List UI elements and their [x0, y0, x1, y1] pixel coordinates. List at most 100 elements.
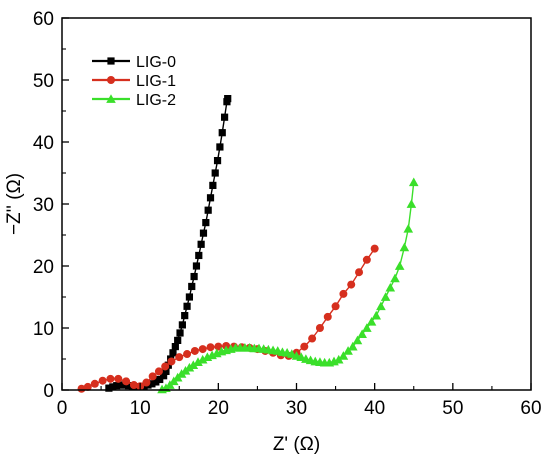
data-point — [206, 194, 215, 202]
x-tick-label: 40 — [364, 398, 385, 419]
data-point — [206, 343, 215, 352]
data-point — [171, 343, 179, 351]
y-tick-label: 40 — [33, 133, 54, 154]
data-point — [83, 382, 92, 391]
x-axis-title: Z' (Ω) — [273, 434, 320, 455]
data-point — [399, 242, 410, 252]
y-tick-label: 0 — [43, 381, 54, 402]
data-point — [211, 169, 219, 177]
legend-label: LIG-1 — [136, 73, 176, 90]
data-point — [224, 95, 232, 103]
data-point — [197, 354, 208, 364]
data-point — [198, 345, 207, 354]
data-point — [355, 268, 364, 277]
data-point — [216, 143, 224, 151]
data-point — [174, 336, 182, 344]
data-point — [142, 378, 151, 387]
data-point — [323, 312, 332, 321]
data-point — [315, 324, 324, 332]
data-point — [152, 378, 160, 386]
data-point — [406, 199, 417, 208]
axis-ticks: 0 10 20 30 40 50 60 0 10 20 30 40 50 60 — [33, 9, 542, 419]
data-point — [370, 244, 379, 253]
legend: LIG-0 LIG-1 LIG-2 — [92, 54, 176, 109]
data-point — [184, 362, 195, 372]
data-point — [403, 224, 414, 233]
data-point — [105, 384, 113, 392]
data-point — [113, 382, 121, 390]
y-tick-label: 50 — [33, 71, 54, 92]
data-point — [154, 367, 163, 376]
x-tick-label: 0 — [57, 398, 68, 419]
data-point — [181, 312, 189, 320]
data-point — [162, 367, 170, 375]
data-point — [362, 255, 371, 264]
x-tick-label: 50 — [442, 398, 463, 419]
data-point — [339, 289, 348, 298]
data-point — [98, 376, 107, 385]
data-point — [385, 282, 396, 292]
data-point — [202, 219, 210, 227]
data-point — [376, 301, 386, 311]
series-lig-1 — [77, 244, 379, 393]
data-point — [192, 262, 201, 270]
data-point — [331, 302, 340, 311]
data-point — [190, 272, 198, 281]
data-point — [220, 113, 229, 121]
data-point — [183, 350, 192, 359]
data-point — [195, 251, 203, 260]
y-tick-label: 30 — [33, 195, 54, 216]
data-point — [199, 229, 208, 237]
data-point — [347, 341, 358, 351]
x-tick-label: 20 — [208, 398, 229, 419]
data-point — [188, 282, 196, 291]
data-point — [190, 346, 199, 355]
data-point — [148, 380, 156, 388]
data-point — [169, 349, 177, 357]
data-point — [77, 384, 86, 393]
data-point — [193, 357, 203, 366]
data-point — [178, 321, 186, 329]
data-point — [176, 329, 184, 337]
y-tick-label: 60 — [33, 9, 54, 30]
x-tick-label: 30 — [286, 398, 307, 419]
data-point — [114, 374, 123, 383]
data-point — [357, 329, 367, 339]
data-point — [380, 292, 391, 301]
legend-label: LIG-0 — [136, 54, 176, 71]
x-tick-label: 60 — [520, 398, 541, 419]
data-point — [213, 157, 222, 165]
data-point — [161, 362, 170, 371]
y-axis-title: −Z'' (Ω) — [4, 173, 25, 235]
data-point — [197, 240, 205, 248]
data-point — [156, 375, 164, 384]
data-point — [148, 372, 157, 381]
data-point — [167, 357, 176, 366]
data-point — [185, 293, 194, 301]
data-point — [394, 261, 405, 270]
legend-item: LIG-1 — [92, 73, 176, 90]
plot-frame — [61, 17, 532, 391]
series-lig-2 — [157, 177, 419, 394]
legend-item: LIG-2 — [92, 92, 176, 109]
data-point — [160, 372, 168, 380]
data-point — [120, 381, 129, 389]
data-point — [362, 323, 372, 332]
legend-label: LIG-2 — [136, 92, 176, 109]
data-point — [338, 351, 349, 360]
data-point — [188, 360, 199, 370]
legend-item: LIG-0 — [92, 54, 176, 71]
data-point — [343, 346, 353, 355]
data-point — [352, 335, 363, 345]
series-layer — [77, 95, 419, 394]
data-point — [347, 280, 356, 289]
data-point — [390, 273, 400, 283]
data-point — [218, 129, 226, 137]
data-point — [214, 342, 223, 351]
data-point — [408, 177, 419, 187]
y-tick-label: 10 — [33, 319, 54, 340]
data-point — [183, 302, 191, 310]
data-point — [300, 342, 309, 351]
data-point — [371, 310, 382, 320]
